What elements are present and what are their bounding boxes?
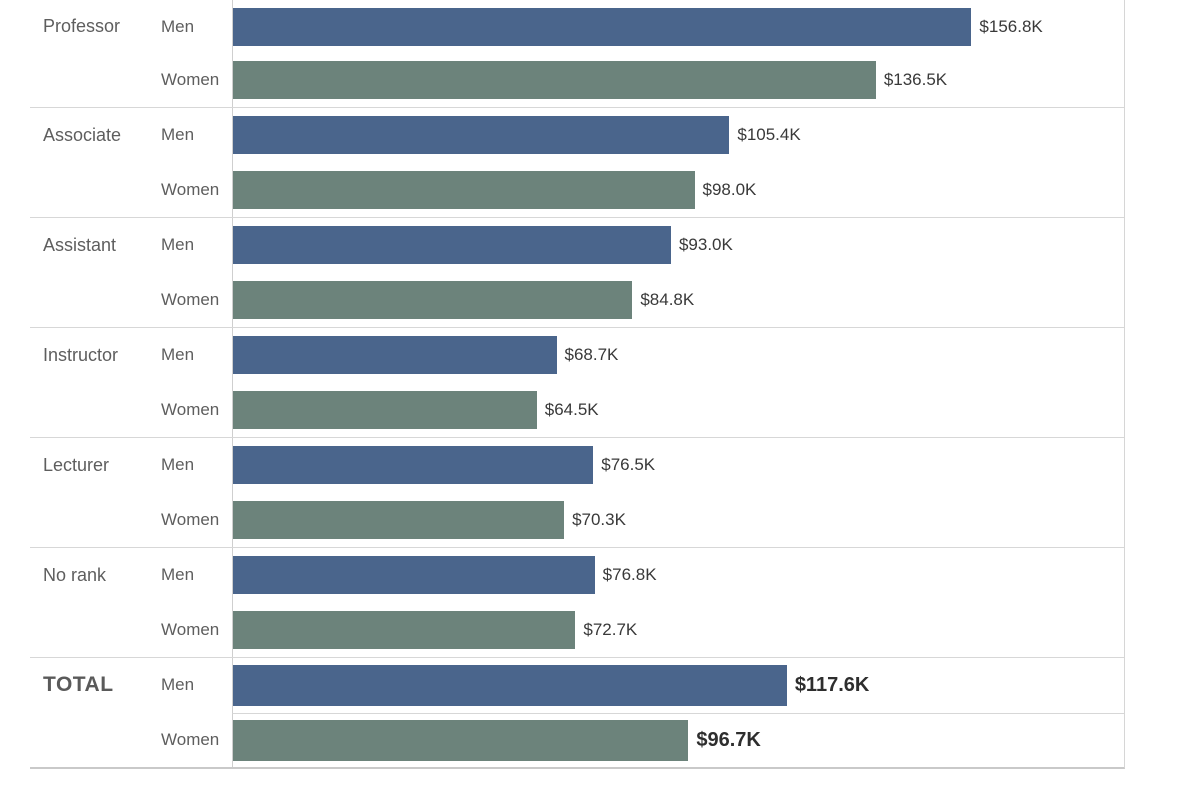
men-row: Lecturer Men $76.5K [30, 438, 1124, 493]
men-bar[interactable] [233, 7, 972, 46]
men-bar-area: $93.0K [232, 218, 1124, 273]
men-bar[interactable] [233, 226, 671, 265]
women-bar[interactable] [233, 280, 633, 319]
women-row: Women $70.3K [30, 492, 1124, 547]
rank-group: Professor Men $156.8K Women $136.5K [30, 0, 1124, 108]
men-bar[interactable] [233, 664, 787, 706]
men-bar[interactable] [233, 336, 557, 375]
men-bar[interactable] [233, 446, 594, 485]
men-bar-area: $76.5K [232, 438, 1124, 493]
women-bar-area: $70.3K [232, 492, 1124, 547]
gender-label-women: Women [161, 70, 220, 90]
women-row: Women $84.8K [30, 272, 1124, 327]
rank-label: No rank [43, 564, 107, 585]
men-bar[interactable] [233, 116, 730, 155]
gender-label-men: Men [161, 675, 195, 695]
men-bar-area: $68.7K [232, 328, 1124, 383]
salary-bar-chart: Professor Men $156.8K Women $136.5K Asso… [30, 0, 1125, 769]
women-value-label: $84.8K [640, 289, 695, 309]
men-value-label: $76.8K [602, 565, 657, 585]
rank-group: Assistant Men $93.0K Women $84.8K [30, 218, 1124, 328]
gender-label-men: Men [161, 125, 195, 145]
men-row: Associate Men $105.4K [30, 108, 1124, 163]
gender-label-women: Women [161, 289, 220, 309]
rank-label: TOTAL [43, 673, 114, 697]
women-bar-area: $72.7K [232, 602, 1124, 657]
women-bar-area: $84.8K [232, 272, 1124, 327]
women-bar-area: $136.5K [232, 53, 1124, 107]
men-row: Instructor Men $68.7K [30, 328, 1124, 383]
women-bar[interactable] [233, 610, 576, 649]
men-bar-area: $117.6K [232, 658, 1124, 713]
women-row: Women $96.7K [30, 712, 1124, 767]
gender-label-women: Women [161, 729, 220, 749]
gender-label-men: Men [161, 565, 195, 585]
rank-group: No rank Men $76.8K Women $72.7K [30, 548, 1124, 658]
gender-label-men: Men [161, 455, 195, 475]
men-value-label: $117.6K [794, 673, 870, 696]
men-value-label: $76.5K [601, 455, 656, 475]
men-row: Professor Men $156.8K [30, 0, 1124, 54]
men-value-label: $68.7K [564, 345, 619, 365]
rank-group: TOTAL Men $117.6K Women $96.7K [30, 658, 1124, 767]
men-value-label: $156.8K [979, 16, 1043, 36]
men-value-label: $93.0K [678, 235, 733, 255]
rank-label: Assistant [43, 234, 117, 255]
rank-group: Lecturer Men $76.5K Women $70.3K [30, 438, 1124, 548]
women-row: Women $72.7K [30, 602, 1124, 657]
women-bar-area: $64.5K [232, 382, 1124, 437]
women-value-label: $96.7K [696, 728, 761, 751]
women-value-label: $70.3K [572, 509, 626, 529]
men-bar-area: $156.8K [232, 0, 1124, 54]
gender-label-women: Women [161, 619, 220, 639]
gender-label-women: Women [161, 509, 220, 529]
men-value-label: $105.4K [737, 125, 801, 145]
rank-label: Associate [43, 124, 122, 145]
rank-label: Lecturer [43, 454, 110, 475]
women-bar[interactable] [233, 61, 876, 100]
women-bar[interactable] [233, 500, 565, 539]
gender-label-women: Women [161, 399, 220, 419]
women-value-label: $64.5K [544, 399, 599, 419]
rank-label: Instructor [43, 344, 119, 365]
rank-group: Associate Men $105.4K Women $98.0K [30, 108, 1124, 218]
men-row: No rank Men $76.8K [30, 548, 1124, 603]
women-row: Women $64.5K [30, 382, 1124, 437]
gender-label-men: Men [161, 345, 195, 365]
women-value-label: $72.7K [583, 619, 638, 639]
women-row: Women $136.5K [30, 53, 1124, 107]
women-bar-area: $96.7K [232, 712, 1124, 767]
rank-group: Instructor Men $68.7K Women $64.5K [30, 328, 1124, 438]
women-value-label: $98.0K [702, 179, 757, 199]
rank-label: Professor [43, 16, 121, 37]
gender-label-men: Men [161, 16, 195, 36]
men-bar[interactable] [233, 556, 595, 595]
women-bar[interactable] [233, 719, 689, 761]
women-bar[interactable] [233, 170, 695, 209]
women-bar-area: $98.0K [232, 162, 1124, 217]
men-row: TOTAL Men $117.6K [30, 658, 1124, 713]
women-value-label: $136.5K [883, 70, 948, 90]
gender-label-men: Men [161, 235, 195, 255]
men-bar-area: $105.4K [232, 108, 1124, 163]
women-row: Women $98.0K [30, 162, 1124, 217]
men-row: Assistant Men $93.0K [30, 218, 1124, 273]
women-bar[interactable] [233, 390, 537, 429]
gender-label-women: Women [161, 179, 220, 199]
men-bar-area: $76.8K [232, 548, 1124, 603]
